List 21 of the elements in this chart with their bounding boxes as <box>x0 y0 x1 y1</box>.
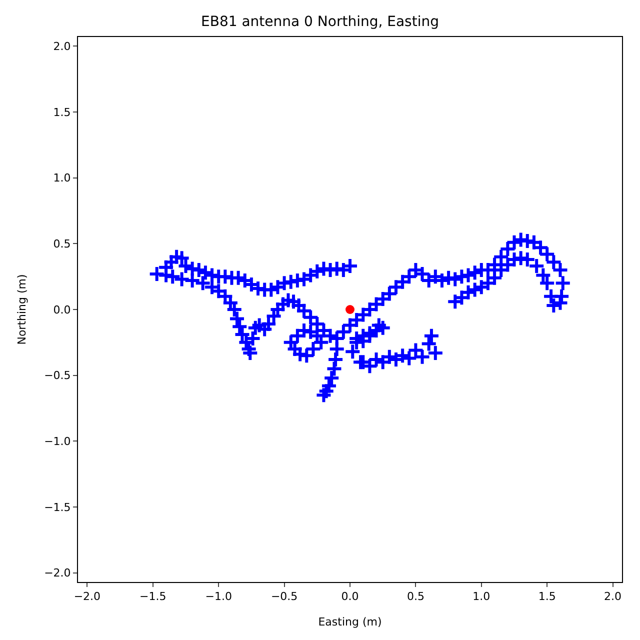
x-tick-label: 0.5 <box>406 590 424 604</box>
y-tick-label: −0.5 <box>44 369 71 382</box>
y-tick-label: 1.5 <box>53 106 71 119</box>
y-tick-label: 0.5 <box>53 238 71 251</box>
x-tick-label: −1.5 <box>140 590 166 604</box>
x-tick-label: −1.0 <box>205 590 232 604</box>
chart-title: EB81 antenna 0 Northing, Easting <box>201 14 439 30</box>
x-tick-label: −0.5 <box>270 590 298 604</box>
y-tick-label: −2.0 <box>44 566 71 580</box>
y-tick-label: −1.5 <box>44 500 71 514</box>
y-tick-label: 2.0 <box>53 40 71 54</box>
x-axis-title: Easting (m) <box>318 615 382 628</box>
y-tick-label: −1.0 <box>44 434 71 448</box>
y-axis-title: Northing (m) <box>16 274 29 345</box>
x-tick-label: −2.0 <box>74 590 101 604</box>
x-tick-label: 2.0 <box>604 590 622 604</box>
y-tick-label: 1.0 <box>53 172 71 185</box>
x-tick-label: 1.5 <box>538 590 556 604</box>
y-tick-label: 0.0 <box>53 303 71 316</box>
x-tick-label: 1.0 <box>472 590 490 604</box>
x-tick-label: 0.0 <box>341 590 359 604</box>
